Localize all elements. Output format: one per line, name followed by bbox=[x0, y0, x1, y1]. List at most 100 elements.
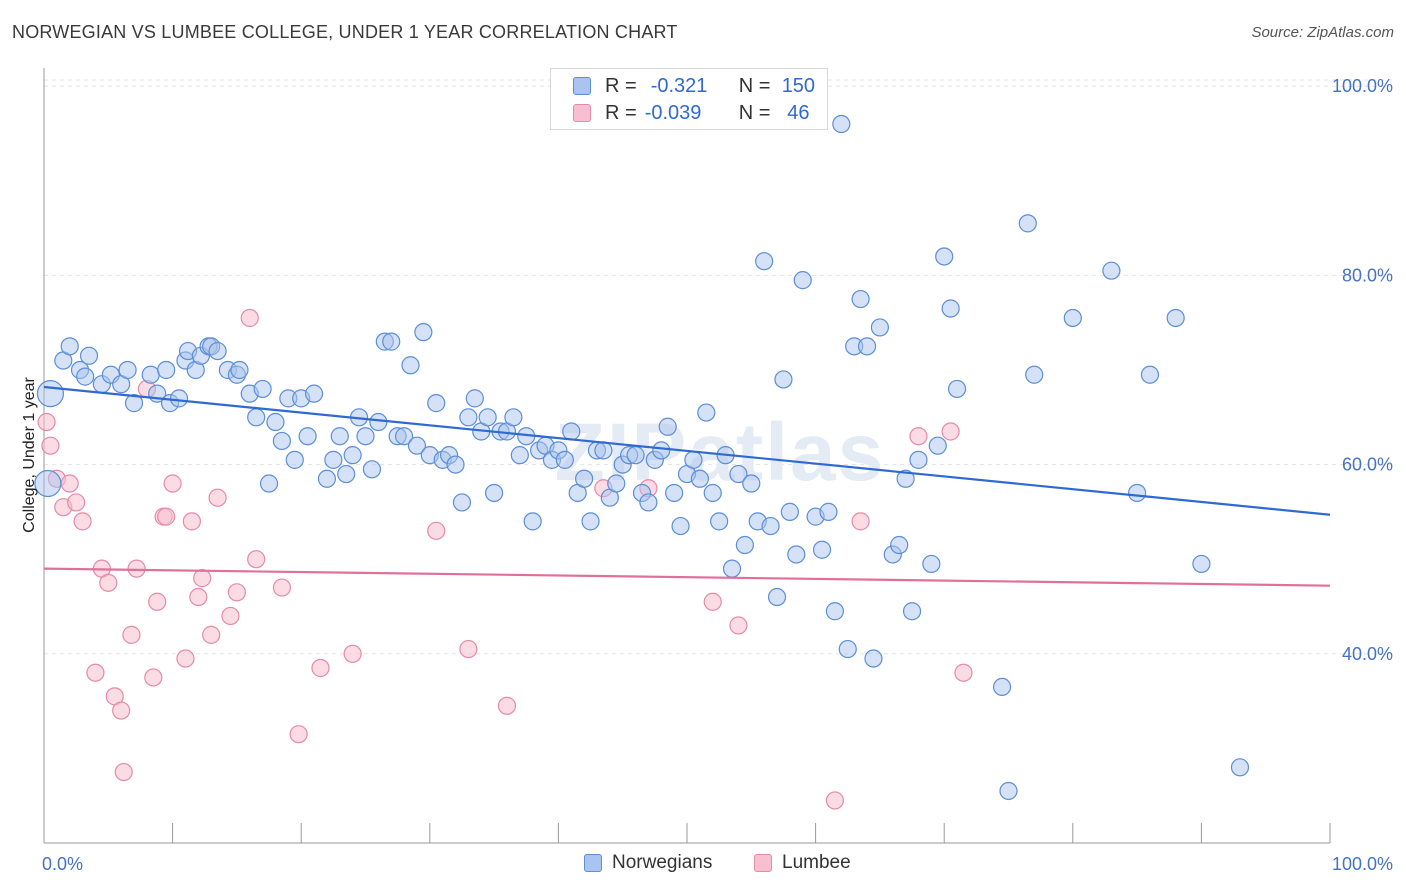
lumbee-point bbox=[954, 663, 973, 682]
norwegian-point bbox=[124, 394, 144, 413]
norwegian-point bbox=[337, 464, 356, 484]
norwegian-point bbox=[780, 502, 799, 521]
trend-lines bbox=[43, 385, 1331, 587]
norwegian-point bbox=[362, 460, 382, 479]
norwegian-point bbox=[253, 379, 272, 399]
norwegian-point bbox=[1102, 261, 1121, 280]
norwegian-point bbox=[555, 450, 574, 469]
y-axis-label: College, Under 1 year bbox=[21, 377, 38, 533]
lumbee-trend-line bbox=[43, 567, 1331, 587]
norwegian-point bbox=[909, 450, 928, 469]
norwegian-point bbox=[922, 554, 941, 574]
y-tick-labels: 40.0% 60.0% 80.0% 100.0% bbox=[1332, 76, 1393, 664]
norwegian-point bbox=[722, 559, 742, 578]
norwegian-point bbox=[285, 450, 304, 469]
axes bbox=[43, 68, 1331, 844]
x-tick-label-min: 0.0% bbox=[42, 854, 83, 874]
norwegian-point bbox=[330, 427, 349, 446]
norwegian-point bbox=[935, 247, 954, 266]
lumbee-point bbox=[208, 488, 227, 507]
legend-label-lumbee: Lumbee bbox=[782, 852, 851, 873]
lumbee-point bbox=[67, 493, 86, 512]
lumbee-point bbox=[148, 592, 167, 611]
lumbee-points bbox=[37, 308, 973, 810]
norwegian-point bbox=[427, 394, 446, 413]
correlation-legend: R = -0.321 N = 150 R = -0.039 N = 46 bbox=[550, 68, 828, 130]
norwegian-point bbox=[76, 367, 95, 386]
norwegian-point bbox=[141, 365, 160, 384]
norwegian-point bbox=[1230, 758, 1250, 777]
norwegian-point bbox=[999, 781, 1018, 801]
norwegian-point bbox=[504, 408, 523, 427]
lumbee-point bbox=[427, 521, 446, 540]
norwegian-point bbox=[671, 516, 690, 536]
lumbee-point bbox=[157, 507, 176, 526]
norwegian-point bbox=[902, 602, 922, 621]
y-tick-label: 60.0% bbox=[1342, 455, 1393, 475]
norwegian-point bbox=[272, 431, 292, 451]
norwegian-point bbox=[1127, 483, 1147, 503]
legend-swatch-norwegians bbox=[584, 854, 602, 872]
lumbee-point bbox=[343, 644, 362, 663]
lumbee-point bbox=[189, 587, 208, 607]
norwegian-point bbox=[697, 403, 716, 422]
lumbee-point bbox=[941, 422, 960, 441]
lumbee-point bbox=[122, 625, 141, 644]
norwegian-point bbox=[825, 602, 844, 621]
lumbee-point bbox=[909, 427, 928, 446]
norwegian-point bbox=[446, 455, 465, 474]
norwegian-point bbox=[401, 356, 420, 375]
y-tick-label: 100.0% bbox=[1332, 76, 1393, 96]
legend-label-norwegians: Norwegians bbox=[612, 852, 713, 873]
norwegian-point bbox=[703, 483, 722, 503]
lumbee-point bbox=[703, 592, 722, 611]
lumbee-point bbox=[176, 649, 195, 668]
norwegian-point bbox=[575, 469, 594, 488]
norwegian-point bbox=[761, 516, 780, 536]
norwegian-point bbox=[407, 436, 427, 455]
norwegian-point bbox=[793, 271, 812, 290]
norwegian-point bbox=[729, 464, 748, 484]
legend-r-label: R = bbox=[605, 74, 637, 97]
norwegian-point bbox=[626, 446, 645, 465]
legend-swatch-norwegians bbox=[573, 77, 591, 95]
norwegian-point bbox=[382, 332, 401, 351]
norwegian-point bbox=[266, 412, 285, 432]
lumbee-point bbox=[37, 412, 56, 432]
norwegian-point bbox=[890, 535, 909, 555]
lumbee-point bbox=[227, 583, 246, 602]
norwegian-point bbox=[259, 474, 279, 493]
legend-row-lumbee: R = -0.039 N = 46 bbox=[573, 101, 818, 125]
norwegian-point bbox=[857, 337, 877, 356]
legend-n-value: 150 bbox=[781, 74, 816, 97]
source-label: Source: ZipAtlas.com bbox=[1251, 24, 1394, 41]
lumbee-point bbox=[311, 658, 330, 678]
legend-r-label: R = bbox=[605, 101, 637, 124]
lumbee-point bbox=[289, 725, 308, 744]
lumbee-point bbox=[825, 791, 844, 810]
norwegian-point bbox=[710, 512, 729, 531]
norwegian-point bbox=[1140, 365, 1160, 384]
norwegian-point bbox=[787, 545, 806, 564]
norwegian-point bbox=[690, 469, 709, 488]
norwegian-point bbox=[1025, 365, 1044, 384]
lumbee-point bbox=[193, 569, 212, 588]
legend-row-norwegians: R = -0.321 N = 150 bbox=[573, 74, 818, 98]
norwegian-point bbox=[118, 360, 137, 380]
norwegian-point bbox=[1018, 214, 1037, 233]
legend-n-label: N = bbox=[738, 101, 771, 124]
lumbee-point bbox=[127, 559, 146, 578]
norwegian-point bbox=[369, 412, 388, 432]
norwegian-point bbox=[658, 417, 677, 436]
lumbee-point bbox=[41, 436, 60, 455]
norwegian-point bbox=[652, 441, 671, 460]
norwegian-point bbox=[562, 422, 581, 441]
norwegian-point bbox=[864, 649, 883, 668]
lumbee-point bbox=[60, 474, 79, 493]
lumbee-point bbox=[240, 308, 259, 328]
chart-title: NORWEGIAN VS LUMBEE COLLEGE, UNDER 1 YEA… bbox=[12, 22, 678, 42]
norwegian-point bbox=[247, 408, 266, 427]
norwegian-point bbox=[317, 469, 337, 488]
norwegian-point bbox=[941, 299, 960, 318]
